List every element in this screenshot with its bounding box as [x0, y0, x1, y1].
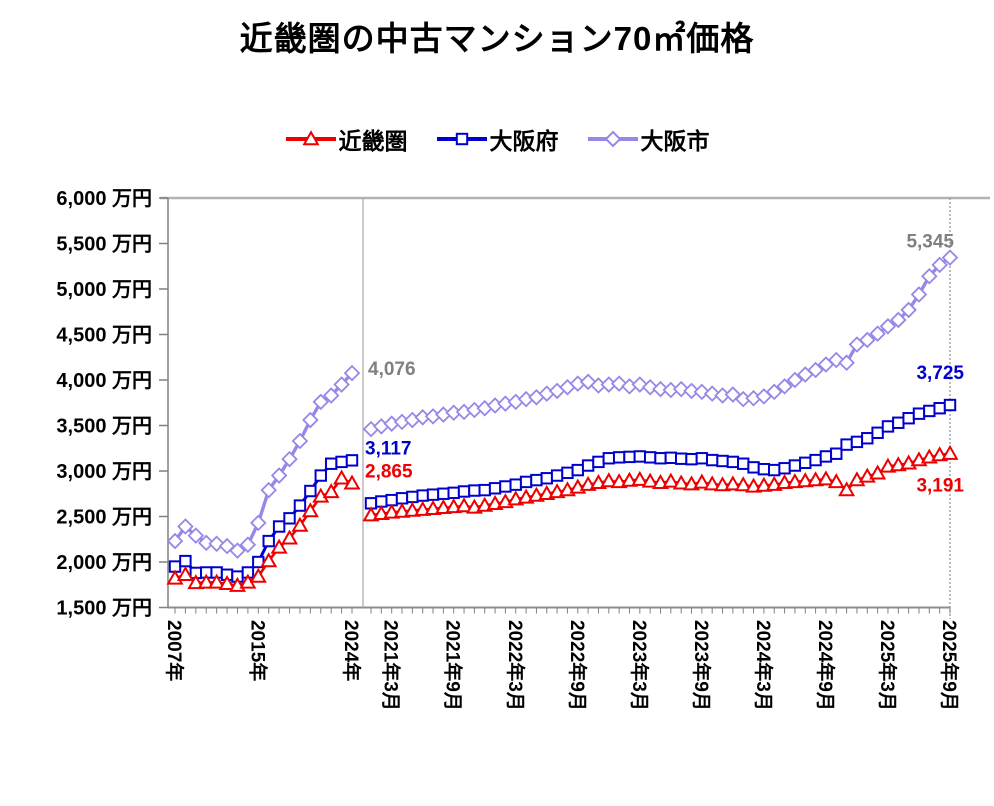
x-axis-label: 2024年	[340, 620, 363, 681]
x-axis-label: 2015年	[246, 620, 269, 681]
y-axis-label: 5,000 万円	[56, 279, 152, 301]
point-label-osaka_shi: 4,076	[368, 359, 416, 380]
legend-label-osaka_shi: 大阪市	[640, 128, 710, 154]
chart-legend: 近畿圏 大阪府 大阪市	[0, 122, 994, 156]
y-axis-label: 1,500 万円	[56, 598, 152, 620]
x-axis-label: 2024年3月	[752, 620, 775, 711]
legend-label-osaka_fu: 大阪府	[489, 128, 559, 154]
x-axis-label: 2023年9月	[690, 620, 713, 711]
y-axis-label: 2,000 万円	[56, 552, 152, 574]
x-axis-label: 2021年9月	[442, 620, 465, 711]
y-axis-label: 2,500 万円	[56, 507, 152, 529]
y-axis-label: 3,500 万円	[56, 416, 152, 438]
y-axis-label: 5,500 万円	[56, 234, 152, 256]
point-label-kinki: 2,865	[365, 461, 413, 482]
x-axis-label: 2022年3月	[504, 620, 527, 711]
legend-label-kinki: 近畿圏	[338, 128, 408, 154]
diamond-marker-icon	[587, 130, 638, 148]
x-axis-label: 2025年9月	[938, 620, 961, 711]
series-kinki	[166, 444, 959, 592]
y-axis-label: 4,500 万円	[56, 325, 152, 347]
point-label-kinki: 3,191	[916, 476, 964, 497]
point-label-osaka_shi: 5,345	[906, 232, 954, 253]
series-osaka_shi	[166, 249, 959, 559]
x-axis-label: 2007年	[163, 620, 186, 681]
legend-item-osaka_fu: 大阪府	[436, 122, 559, 156]
x-axis-label: 2025年3月	[876, 620, 899, 711]
x-axis-label: 2023年3月	[628, 620, 651, 711]
square-marker-icon	[436, 132, 487, 146]
y-axis-label: 3,000 万円	[56, 461, 152, 483]
legend-item-kinki: 近畿圏	[285, 122, 408, 156]
point-label-osaka_fu: 3,117	[365, 438, 412, 459]
x-axis-label: 2024年9月	[814, 620, 837, 711]
x-axis-label: 2022年9月	[566, 620, 589, 711]
y-axis-label: 4,000 万円	[56, 370, 152, 392]
chart-title: 近畿圏の中古マンション70㎡価格	[239, 20, 755, 57]
legend-item-osaka_shi: 大阪市	[587, 122, 710, 156]
axes: 1,500 万円 2,000 万円 2,500 万円 3,000 万円 3,500 万円…	[56, 188, 990, 711]
series-osaka_fu	[168, 398, 957, 583]
triangle-marker-icon	[285, 130, 336, 146]
y-axis-label: 6,000 万円	[56, 188, 152, 210]
point-label-osaka_fu: 3,725	[916, 363, 964, 384]
x-axis-label: 2021年3月	[380, 620, 403, 711]
